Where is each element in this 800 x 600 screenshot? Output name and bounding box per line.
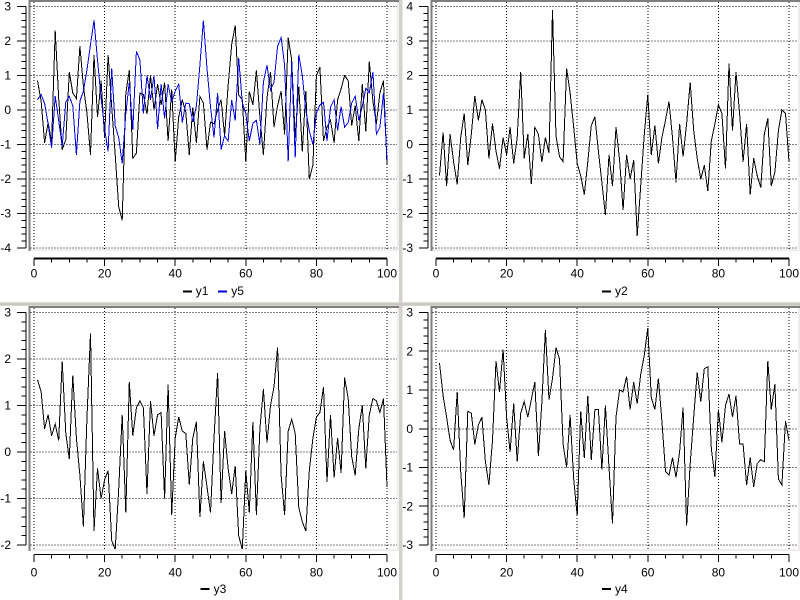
svg-text:-2: -2: [0, 538, 11, 552]
svg-text:2: 2: [406, 69, 413, 83]
svg-text:0: 0: [31, 566, 38, 580]
svg-text:100: 100: [779, 267, 799, 281]
svg-text:60: 60: [239, 267, 253, 281]
svg-text:80: 80: [712, 267, 726, 281]
svg-text:60: 60: [641, 267, 655, 281]
svg-text:-1: -1: [0, 492, 11, 506]
svg-text:0: 0: [406, 422, 413, 436]
svg-text:y2: y2: [615, 284, 628, 298]
svg-text:-3: -3: [0, 207, 11, 221]
svg-text:3: 3: [406, 306, 413, 320]
svg-text:-1: -1: [0, 138, 11, 152]
svg-text:1: 1: [406, 103, 413, 117]
svg-text:1: 1: [406, 383, 413, 397]
svg-text:-1: -1: [402, 461, 413, 475]
svg-text:100: 100: [377, 566, 397, 580]
svg-text:80: 80: [310, 566, 324, 580]
svg-text:20: 20: [500, 566, 514, 580]
svg-text:3: 3: [4, 0, 11, 14]
svg-text:40: 40: [169, 566, 183, 580]
svg-text:20: 20: [500, 267, 514, 281]
svg-text:3: 3: [4, 306, 11, 320]
svg-text:40: 40: [571, 267, 585, 281]
svg-text:2: 2: [4, 34, 11, 48]
svg-text:0: 0: [4, 445, 11, 459]
svg-text:80: 80: [310, 267, 324, 281]
svg-text:y1: y1: [196, 284, 209, 298]
svg-text:y3: y3: [214, 582, 227, 596]
svg-text:-4: -4: [0, 241, 11, 255]
svg-text:-2: -2: [0, 172, 11, 186]
svg-text:0: 0: [433, 566, 440, 580]
svg-text:-1: -1: [402, 172, 413, 186]
svg-text:0: 0: [406, 138, 413, 152]
svg-text:40: 40: [169, 267, 183, 281]
svg-text:0: 0: [433, 267, 440, 281]
svg-text:60: 60: [239, 566, 253, 580]
svg-text:y5: y5: [231, 284, 244, 298]
svg-text:-2: -2: [402, 207, 413, 221]
svg-text:3: 3: [406, 34, 413, 48]
svg-text:20: 20: [98, 267, 112, 281]
svg-text:y4: y4: [615, 582, 628, 596]
svg-text:100: 100: [779, 566, 799, 580]
svg-text:100: 100: [377, 267, 397, 281]
svg-text:0: 0: [4, 103, 11, 117]
svg-text:1: 1: [4, 69, 11, 83]
svg-text:20: 20: [98, 566, 112, 580]
svg-text:2: 2: [4, 352, 11, 366]
svg-text:1: 1: [4, 399, 11, 413]
svg-text:-2: -2: [402, 499, 413, 513]
svg-text:60: 60: [641, 566, 655, 580]
svg-text:0: 0: [31, 267, 38, 281]
svg-text:40: 40: [571, 566, 585, 580]
svg-text:4: 4: [406, 0, 413, 14]
svg-text:80: 80: [712, 566, 726, 580]
svg-text:2: 2: [406, 344, 413, 358]
svg-text:-3: -3: [402, 538, 413, 552]
svg-text:-3: -3: [402, 241, 413, 255]
